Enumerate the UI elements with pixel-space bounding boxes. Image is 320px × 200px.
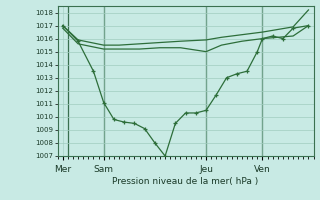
X-axis label: Pression niveau de la mer( hPa ): Pression niveau de la mer( hPa ) — [112, 177, 259, 186]
